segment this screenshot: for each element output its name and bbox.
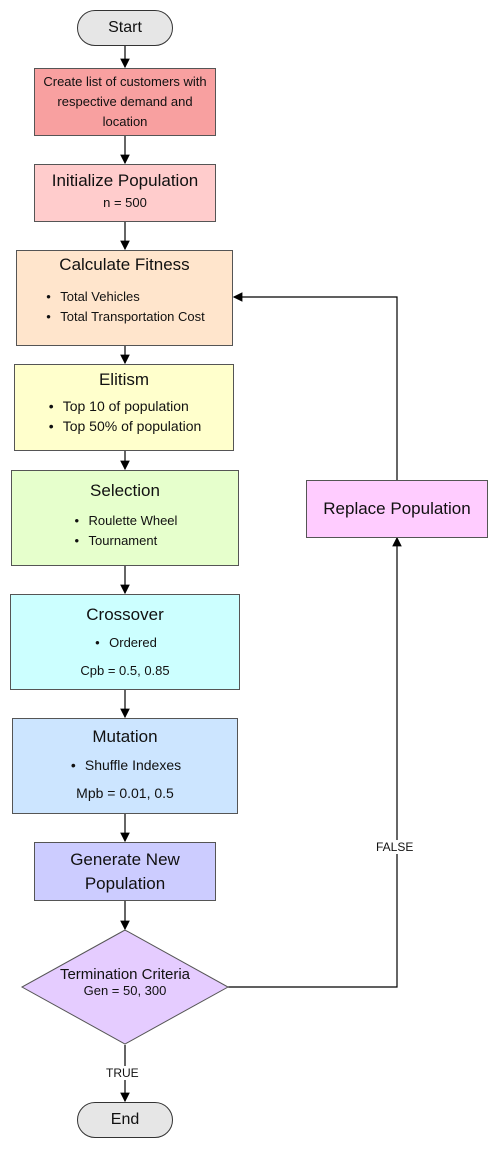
crossover-param: Cpb = 0.5, 0.85 [80, 663, 170, 678]
elitism-bullet: Top 50% of population [47, 416, 202, 436]
elitism-bullet: Top 10 of population [47, 396, 202, 416]
edge-replace-fitness [232, 292, 398, 480]
generate-new-population-label: Generate New Population [70, 850, 180, 893]
crossover-list: Ordered [93, 633, 157, 653]
elitism-title: Elitism [98, 370, 150, 389]
replace-population-node: Replace Population [306, 480, 488, 538]
fitness-bullet: Total Transportation Cost [44, 307, 205, 327]
end-label: End [110, 1111, 140, 1128]
elitism-node: Elitism Top 10 of population Top 50% of … [14, 364, 234, 451]
generate-new-population-node: Generate New Population [34, 842, 216, 901]
selection-bullet: Roulette Wheel [73, 511, 178, 531]
selection-bullet: Tournament [73, 531, 178, 551]
calculate-fitness-title: Calculate Fitness [59, 255, 190, 274]
mutation-param: Mpb = 0.01, 0.5 [76, 785, 174, 801]
initialize-population-node: Initialize Population n = 500 [34, 164, 216, 222]
mutation-title: Mutation [92, 727, 158, 746]
selection-node: Selection Roulette Wheel Tournament [11, 470, 239, 566]
initialize-population-param: n = 500 [103, 195, 147, 210]
mutation-list: Shuffle Indexes [69, 755, 181, 775]
termination-criteria-text: Termination Criteria Gen = 50, 300 [38, 966, 212, 998]
start-label: Start [108, 19, 142, 36]
initialize-population-title: Initialize Population [51, 171, 199, 190]
mutation-node: Mutation Shuffle Indexes Mpb = 0.01, 0.5 [12, 718, 238, 814]
selection-list: Roulette Wheel Tournament [73, 511, 178, 551]
crossover-bullet: Ordered [93, 633, 157, 653]
end-node: End [77, 1102, 173, 1138]
crossover-title: Crossover [86, 605, 164, 624]
elitism-list: Top 10 of population Top 50% of populati… [47, 396, 202, 436]
false-edge-label: FALSE [376, 840, 414, 854]
start-node: Start [77, 10, 173, 46]
crossover-node: Crossover Ordered Cpb = 0.5, 0.85 [10, 594, 240, 690]
fitness-bullet: Total Vehicles [44, 287, 205, 307]
mutation-bullet: Shuffle Indexes [69, 755, 181, 775]
termination-diamond [20, 929, 230, 1045]
true-edge-label: TRUE [106, 1066, 139, 1080]
create-customer-list-label: Create list of customers with respective… [43, 74, 207, 129]
termination-param: Gen = 50, 300 [83, 983, 167, 998]
create-customer-list-node: Create list of customers with respective… [34, 68, 216, 136]
calculate-fitness-node: Calculate Fitness Total Vehicles Total T… [16, 250, 233, 346]
calculate-fitness-list: Total Vehicles Total Transportation Cost [44, 287, 205, 327]
replace-population-label: Replace Population [323, 499, 471, 518]
termination-title: Termination Criteria [59, 966, 191, 983]
edge-termination-replace [228, 536, 402, 988]
selection-title: Selection [90, 481, 160, 500]
